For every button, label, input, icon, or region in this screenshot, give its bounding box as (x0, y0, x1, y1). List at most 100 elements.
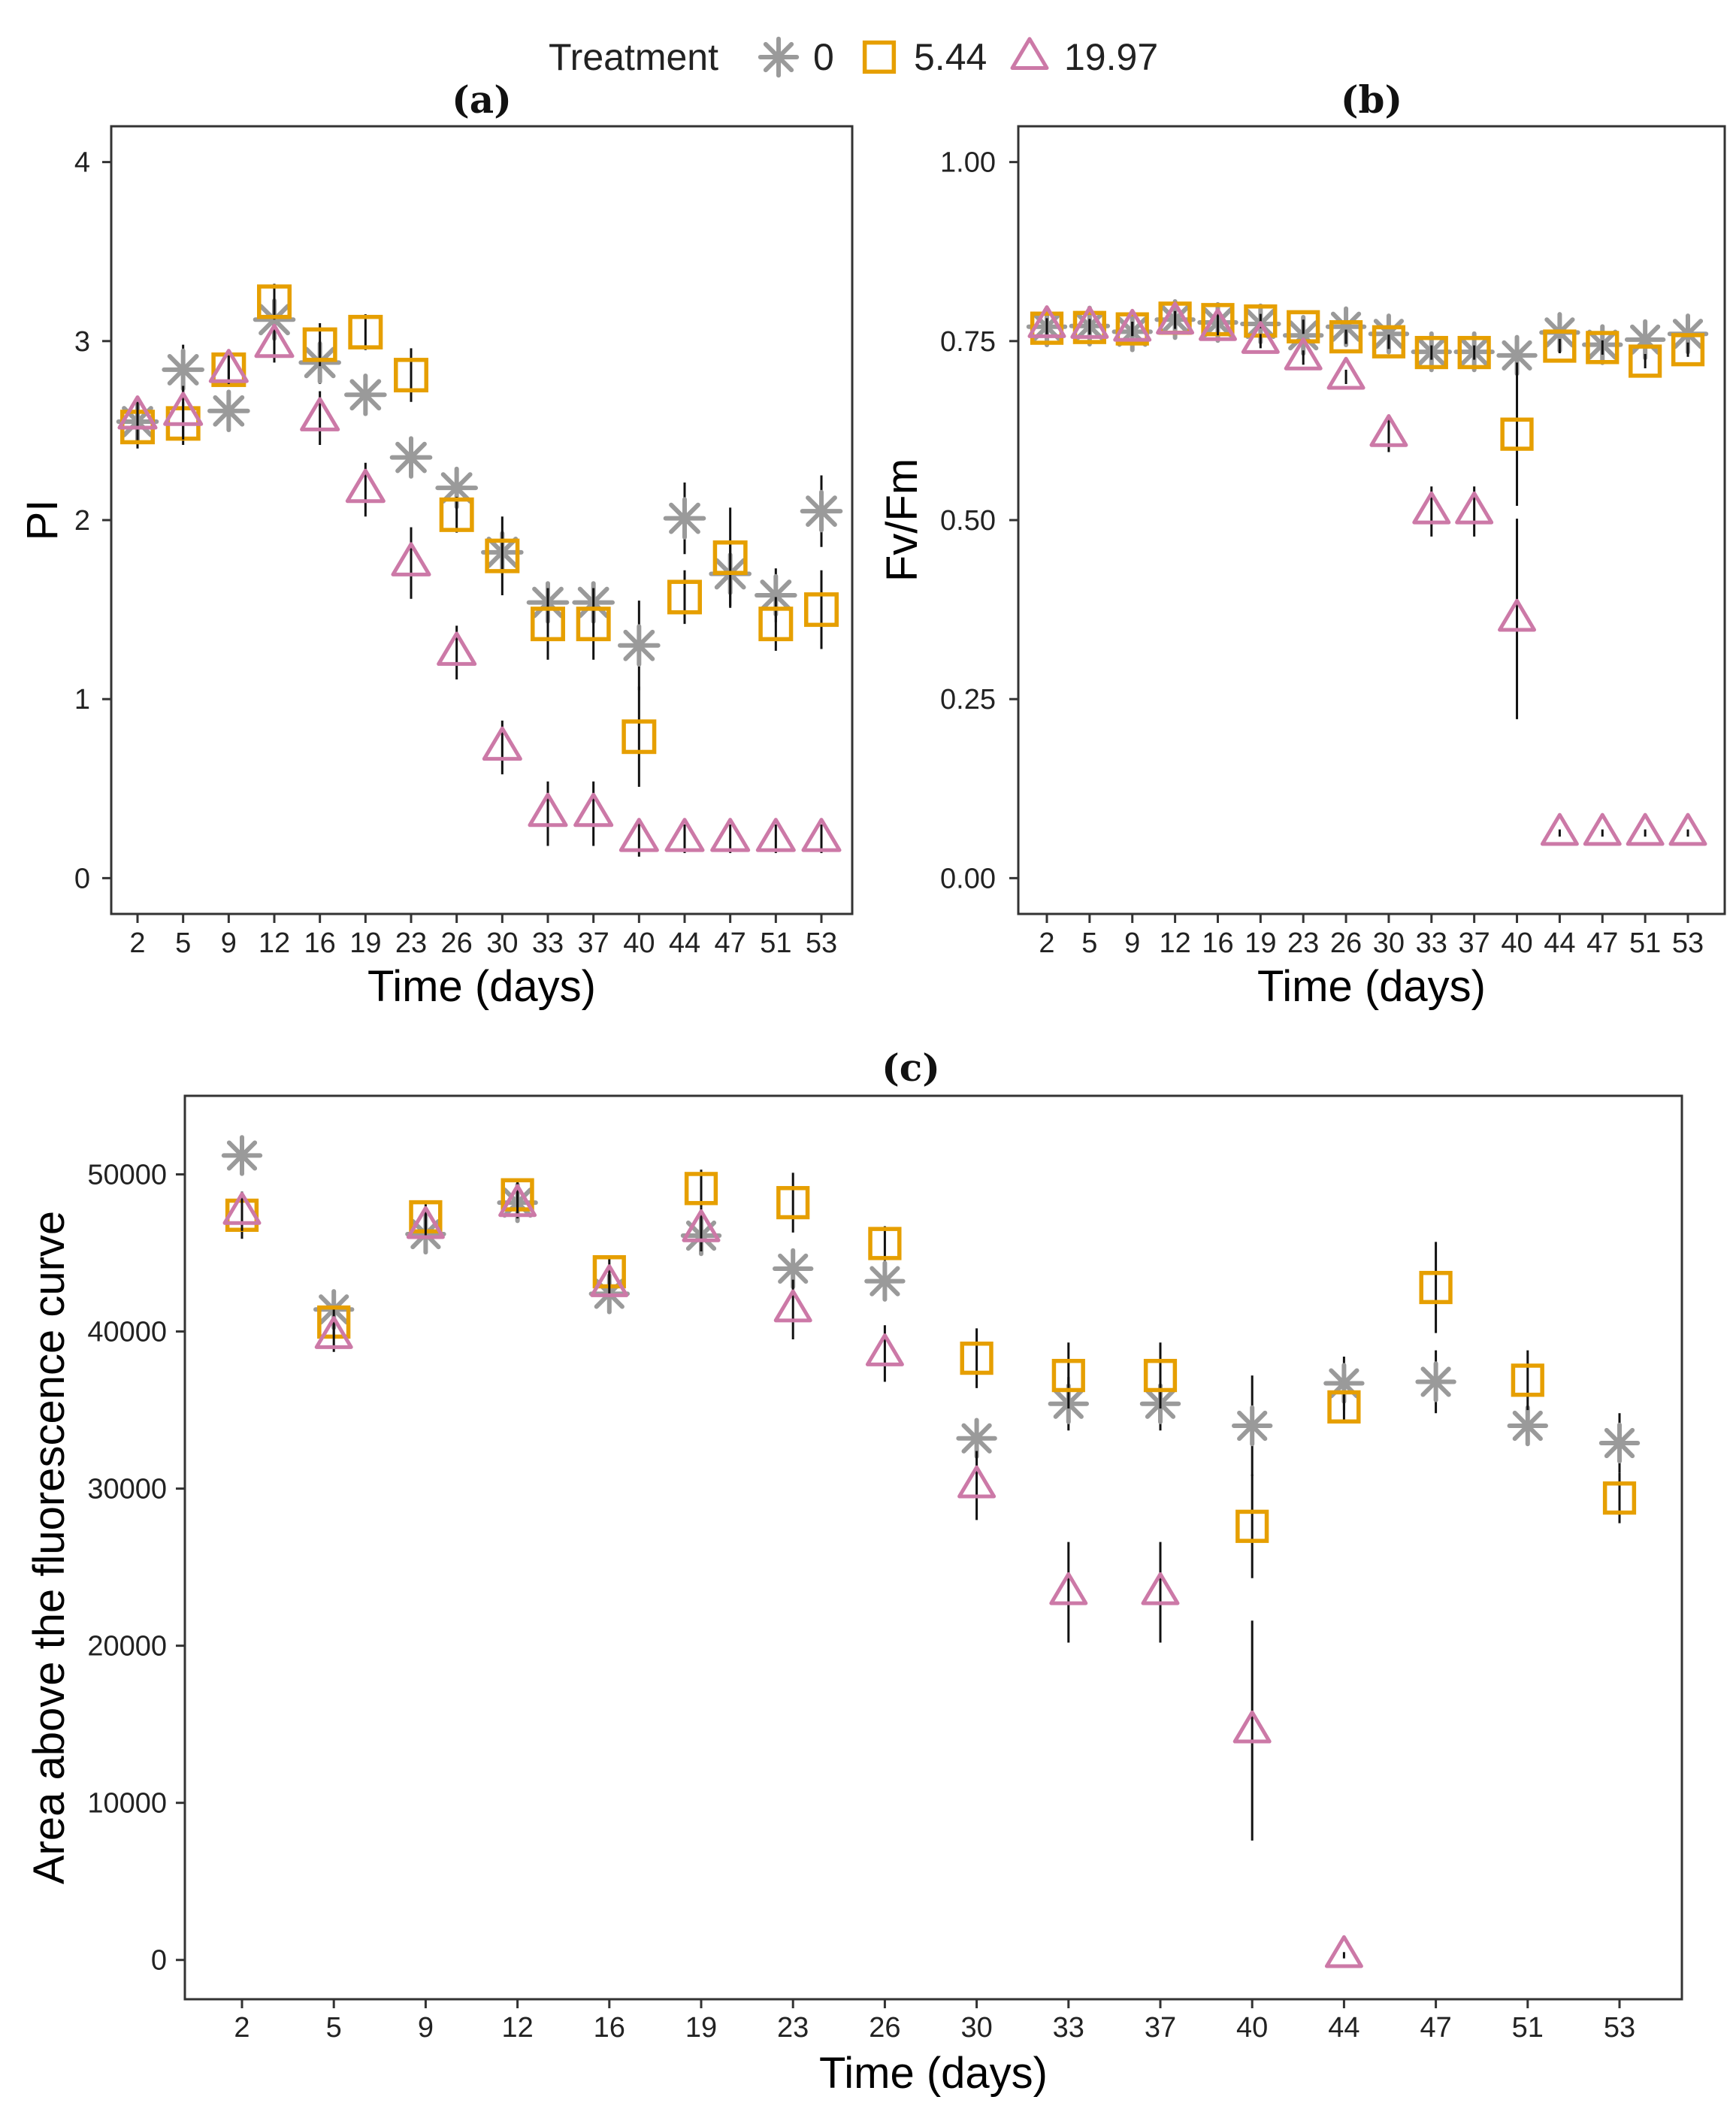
point-c-2-3-shape (498, 1184, 537, 1218)
point-a-2-8 (482, 726, 522, 761)
x-axis-title-c: Time (days) (819, 2049, 1048, 2098)
point-b-1-15-shape (1671, 333, 1705, 367)
point-c-1-9 (1051, 1358, 1085, 1393)
point-c-1-7-shape (868, 1227, 902, 1260)
point-b-2-15 (1668, 812, 1707, 846)
y-tick-label-a-3: 3 (74, 326, 90, 358)
panel-title-a: (a) (452, 77, 512, 122)
point-c-2-2 (406, 1206, 445, 1239)
point-b-1-11-shape (1500, 417, 1534, 451)
point-b-2-0 (1027, 305, 1066, 338)
point-a-2-12-shape (664, 818, 705, 852)
legend-label-0: 0 (813, 36, 834, 78)
panel-b: (b) 0.00 0.25 0.50 0.75 1.00 2 5 9 12 16 19 23 26 30 33… (878, 77, 1726, 1011)
point-c-1-7 (868, 1227, 902, 1260)
point-a-2-13-shape (710, 818, 751, 852)
point-b-2-5-shape (1241, 321, 1280, 354)
x-tick-label-b-8: 30 (1373, 927, 1405, 959)
y-tick-label-b-3: 0.75 (940, 326, 996, 358)
x-tick-label-b-0: 2 (1039, 927, 1054, 959)
point-a-1-5-shape (348, 314, 383, 349)
point-c-2-12-shape (1324, 1935, 1363, 1968)
x-tick-label-c-12: 44 (1328, 2012, 1359, 2044)
point-c-0-8-stroke (961, 1423, 992, 1454)
point-b-1-8 (1372, 325, 1406, 359)
point-a-2-8-shape (482, 726, 522, 761)
point-c-0-11 (1232, 1405, 1273, 1447)
point-c-0-8 (956, 1418, 997, 1459)
point-a-2-7-shape (437, 631, 477, 666)
y-tick-label-b-0: 0.00 (940, 863, 996, 894)
point-c-1-6-shape (776, 1186, 810, 1220)
point-b-2-10-shape (1455, 491, 1494, 525)
point-c-1-9-shape (1051, 1358, 1085, 1393)
point-a-1-11-shape (622, 719, 657, 755)
x-tick-label-a-5: 19 (349, 927, 381, 959)
point-a-1-10-shape (576, 607, 611, 642)
x-tick-label-b-3: 12 (1159, 927, 1190, 959)
point-b-2-11-shape (1498, 598, 1537, 632)
point-a-0-1-stroke (167, 354, 199, 386)
x-tick-label-b-4: 16 (1202, 927, 1233, 959)
point-b-1-14-shape (1629, 344, 1662, 378)
point-a-2-11-shape (618, 818, 659, 852)
point-a-2-11 (618, 818, 659, 852)
plot-area-a (110, 125, 854, 915)
x-tick-label-b-5: 19 (1245, 927, 1276, 959)
x-tick-label-a-0: 2 (129, 927, 145, 959)
point-b-1-13-shape (1586, 331, 1620, 365)
point-c-0-15 (1598, 1422, 1641, 1464)
point-b-1-9 (1414, 335, 1448, 370)
point-b-2-15-shape (1668, 812, 1707, 846)
point-c-2-9 (1049, 1572, 1088, 1605)
point-b-1-13 (1586, 331, 1620, 365)
point-c-0-0-stroke (226, 1140, 258, 1171)
point-a-2-5-shape (345, 468, 386, 504)
point-c-2-1-shape (314, 1316, 353, 1349)
x-tick-label-a-14: 51 (760, 927, 791, 959)
point-a-2-4-shape (300, 397, 340, 431)
panel-c: (c) 0 10000 20000 30000 40000 50000 2 5 9 12 16 19 23… (25, 1045, 1683, 2098)
legend-symbol-0-stroke (763, 41, 794, 73)
point-b-2-6-shape (1284, 337, 1323, 371)
x-tick-label-c-14: 51 (1512, 2012, 1544, 2044)
point-a-0-11-stroke (623, 629, 655, 661)
legend-symbol-1-shape (862, 40, 897, 74)
x-tick-label-a-2: 9 (221, 927, 237, 959)
point-c-1-6 (776, 1186, 810, 1220)
y-tick-label-c-1: 10000 (87, 1788, 167, 1820)
point-b-2-10 (1455, 491, 1494, 525)
point-b-2-7-shape (1326, 356, 1366, 390)
point-b-0-7-stroke (1330, 311, 1362, 342)
point-c-0-7-stroke (870, 1266, 900, 1296)
point-a-1-4-shape (302, 327, 337, 362)
x-tick-label-b-6: 23 (1287, 927, 1319, 959)
legend-item-0: 0 (758, 36, 834, 78)
point-a-2-1 (163, 392, 204, 426)
point-b-0-6-stroke (1288, 320, 1319, 351)
point-a-2-4 (300, 397, 340, 431)
point-c-0-14-stroke (1512, 1410, 1543, 1442)
legend-symbol-2 (1010, 37, 1049, 71)
x-tick-label-a-7: 26 (441, 927, 473, 959)
point-a-1-15-shape (804, 592, 839, 628)
series-c-2 (222, 1184, 1363, 1968)
point-b-2-2 (1113, 308, 1152, 342)
point-a-2-7 (437, 631, 477, 666)
x-tick-label-c-8: 30 (960, 2012, 992, 2044)
point-b-2-13-shape (1583, 812, 1622, 846)
legend-label-2: 19.97 (1064, 36, 1158, 78)
point-a-2-6 (391, 542, 431, 576)
point-b-2-9 (1412, 491, 1451, 525)
x-tick-label-b-1: 5 (1081, 927, 1097, 959)
point-a-0-6 (389, 436, 433, 479)
panel-title-b: (b) (1341, 77, 1402, 122)
legend-symbol-2-shape (1010, 37, 1049, 71)
point-b-2-1-shape (1070, 306, 1109, 339)
x-tick-label-a-12: 44 (669, 927, 700, 959)
point-a-1-15 (804, 592, 839, 628)
point-b-2-12-shape (1540, 812, 1579, 846)
point-a-1-11 (622, 719, 657, 755)
y-tick-label-c-2: 20000 (87, 1631, 167, 1663)
x-tick-label-a-1: 5 (175, 927, 191, 959)
